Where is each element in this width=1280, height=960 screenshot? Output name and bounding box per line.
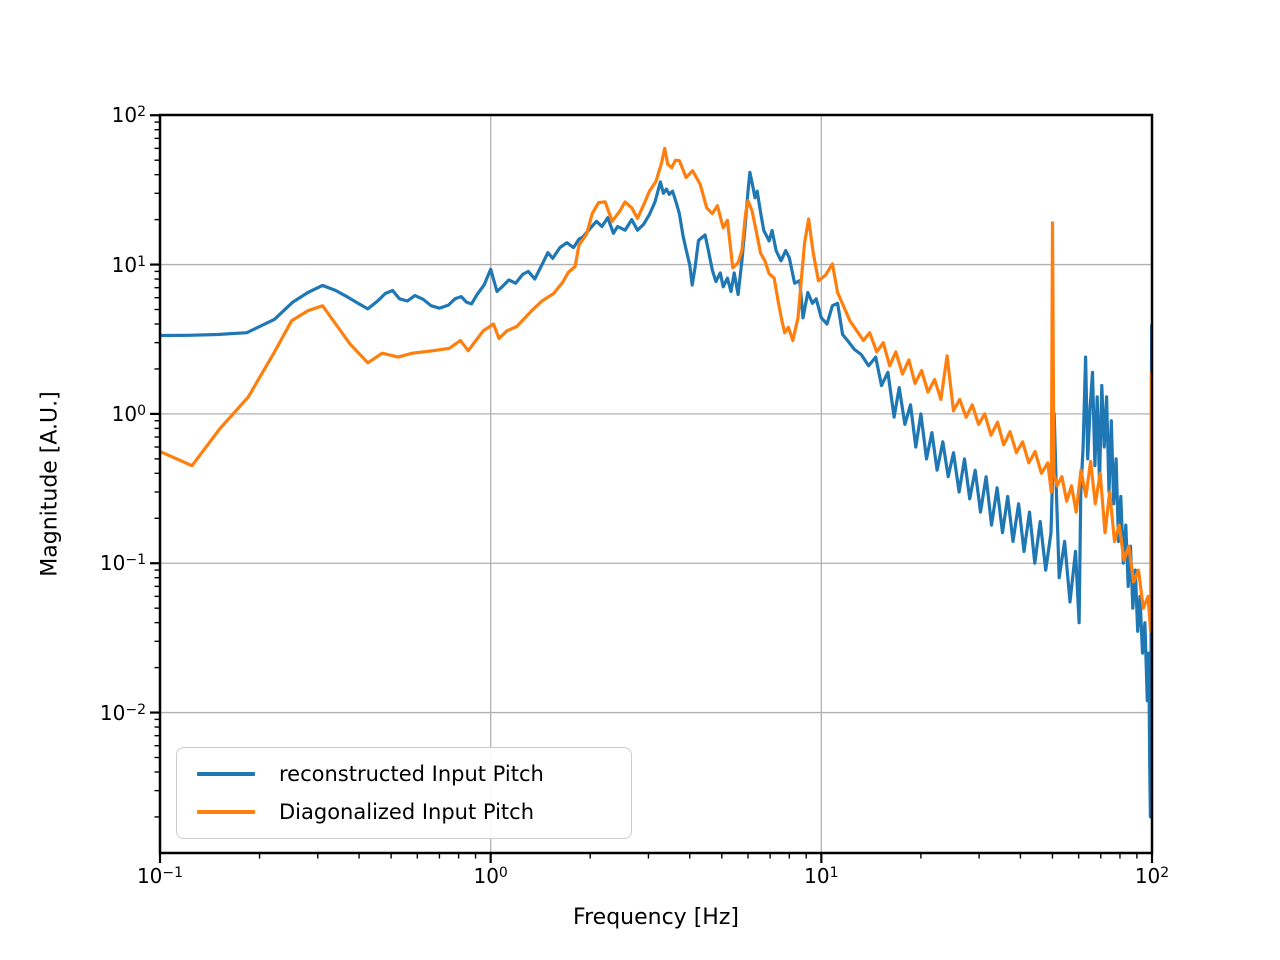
x-tick-label: 102 bbox=[1134, 864, 1170, 888]
x-tick-label: 100 bbox=[473, 864, 508, 888]
x-tick-label: 101 bbox=[804, 864, 839, 888]
legend: reconstructed Input Pitch Diagonalized I… bbox=[176, 747, 632, 839]
legend-item-diagonalized: Diagonalized Input Pitch bbox=[197, 800, 631, 824]
x-tick-label: 10−1 bbox=[136, 864, 184, 888]
legend-label-diagonalized: Diagonalized Input Pitch bbox=[279, 800, 535, 824]
y-tick-label: 101 bbox=[111, 252, 146, 277]
legend-label-reconstructed: reconstructed Input Pitch bbox=[279, 762, 544, 786]
y-tick-label: 10−2 bbox=[99, 700, 146, 725]
y-tick-label: 100 bbox=[111, 401, 146, 426]
y-tick-label: 10−1 bbox=[99, 551, 146, 576]
x-axis-label: Frequency [Hz] bbox=[573, 905, 739, 930]
y-axis-label: Magnitude [A.U.] bbox=[37, 391, 63, 577]
legend-line-reconstructed-icon bbox=[197, 772, 255, 776]
legend-item-reconstructed: reconstructed Input Pitch bbox=[197, 762, 631, 786]
y-tick-label: 102 bbox=[111, 103, 146, 128]
legend-line-diagonalized-icon bbox=[197, 810, 255, 814]
